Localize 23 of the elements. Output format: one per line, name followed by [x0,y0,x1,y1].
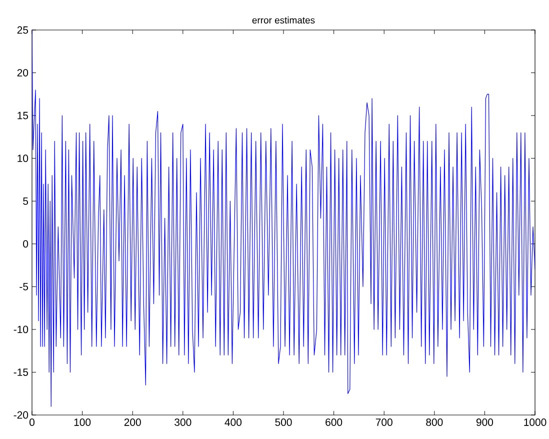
x-tick-label: 700 [376,418,392,426]
x-tick-label: 200 [124,418,141,426]
x-tick-label: 100 [74,418,91,426]
x-tick-label: 300 [174,418,192,426]
x-tick-label: 600 [326,418,342,426]
y-tick-label: 20 [17,69,28,76]
x-tick-label: 900 [476,418,494,426]
x-tick-label: 500 [275,418,292,426]
y-tick-label: 25 [17,26,28,34]
x-tick-label: 0 [29,418,34,426]
y-tick-label: -20 [14,411,28,419]
chart-title: error estimates [252,16,315,24]
y-tick-label: 10 [18,154,28,162]
y-tick-label: -15 [14,368,28,376]
y-tick-label: 15 [18,112,28,120]
y-tick-label: 5 [23,197,28,205]
y-tick-label: -5 [20,283,28,290]
y-tick-label: 0 [23,240,28,248]
y-tick-label: -10 [14,326,28,334]
line-series [32,30,536,407]
x-tick-label: 1000 [524,418,546,426]
x-tick-label: 800 [426,418,443,426]
x-tick-label: 400 [224,418,242,426]
